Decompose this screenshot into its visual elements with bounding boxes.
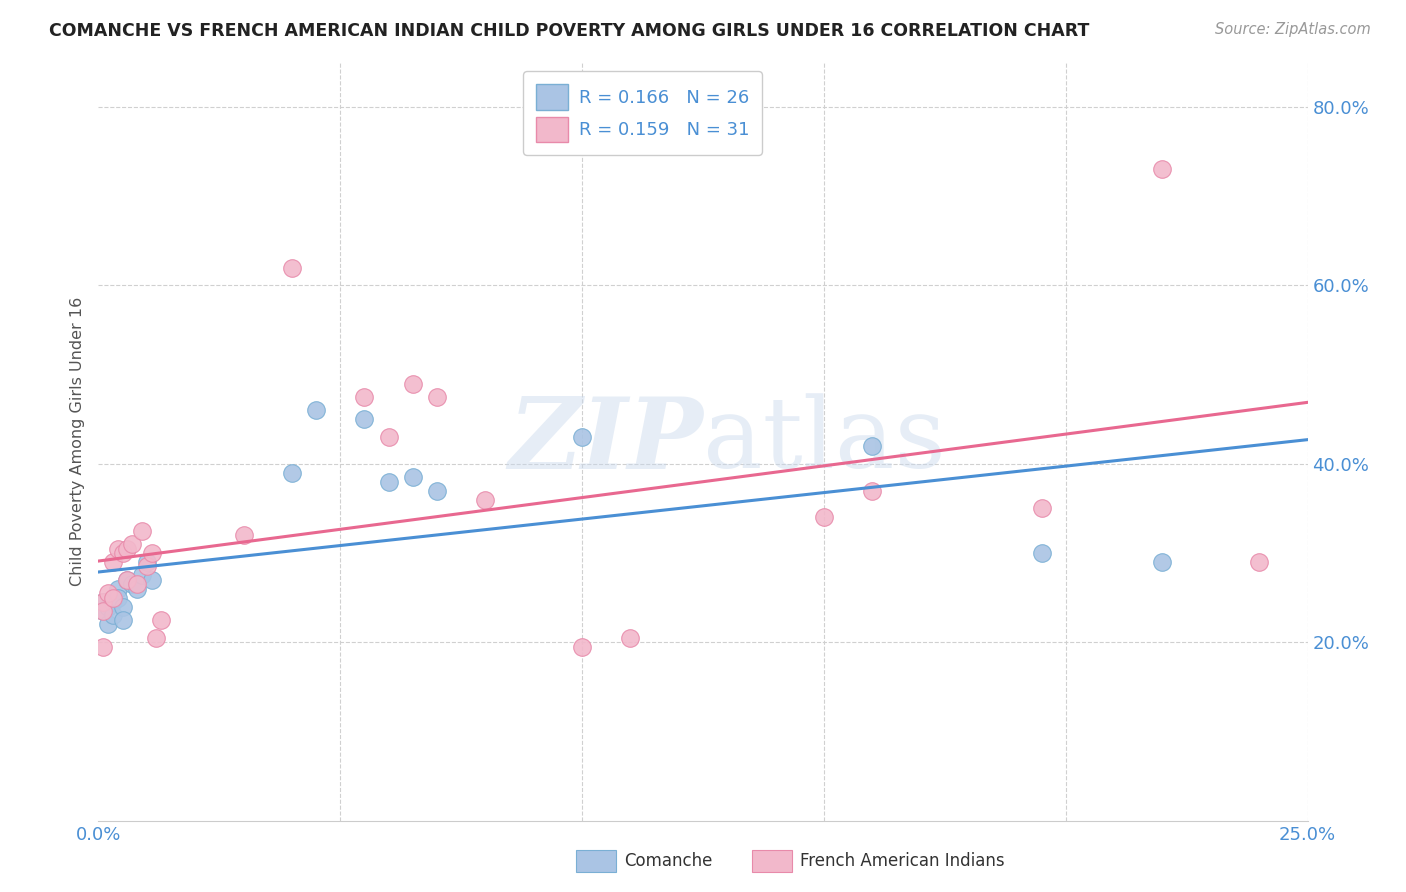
- Point: [377, 430, 399, 444]
- Y-axis label: Child Poverty Among Girls Under 16: Child Poverty Among Girls Under 16: [69, 297, 84, 586]
- Point: [121, 577, 143, 591]
- Point: [117, 573, 139, 587]
- Point: [121, 537, 143, 551]
- Text: atlas: atlas: [703, 393, 946, 490]
- Point: [402, 470, 425, 484]
- Point: [813, 510, 835, 524]
- Point: [1031, 546, 1053, 560]
- Point: [860, 439, 883, 453]
- Point: [101, 595, 124, 609]
- Point: [141, 546, 163, 560]
- Point: [91, 640, 114, 654]
- Point: [474, 492, 496, 507]
- Point: [101, 555, 124, 569]
- Point: [91, 604, 114, 618]
- Point: [232, 528, 254, 542]
- Point: [150, 613, 173, 627]
- Point: [281, 260, 304, 275]
- Point: [111, 599, 134, 614]
- Point: [135, 555, 157, 569]
- Point: [1152, 555, 1174, 569]
- Point: [131, 568, 153, 582]
- Point: [107, 541, 129, 556]
- Point: [402, 376, 425, 391]
- Point: [1152, 162, 1174, 177]
- Point: [107, 582, 129, 596]
- Point: [571, 640, 593, 654]
- Point: [101, 608, 124, 623]
- Point: [141, 573, 163, 587]
- Point: [377, 475, 399, 489]
- Point: [91, 595, 114, 609]
- Point: [426, 390, 449, 404]
- Point: [101, 591, 124, 605]
- Text: Comanche: Comanche: [624, 852, 713, 871]
- Point: [281, 466, 304, 480]
- Point: [127, 582, 149, 596]
- Point: [127, 577, 149, 591]
- Point: [571, 430, 593, 444]
- Text: Source: ZipAtlas.com: Source: ZipAtlas.com: [1215, 22, 1371, 37]
- Point: [97, 586, 120, 600]
- Point: [353, 412, 375, 426]
- Point: [135, 559, 157, 574]
- Point: [353, 390, 375, 404]
- Point: [1249, 555, 1271, 569]
- Point: [91, 595, 114, 609]
- Point: [145, 631, 167, 645]
- Point: [131, 524, 153, 538]
- Point: [107, 591, 129, 605]
- Point: [117, 541, 139, 556]
- Point: [117, 573, 139, 587]
- Text: COMANCHE VS FRENCH AMERICAN INDIAN CHILD POVERTY AMONG GIRLS UNDER 16 CORRELATIO: COMANCHE VS FRENCH AMERICAN INDIAN CHILD…: [49, 22, 1090, 40]
- Point: [305, 403, 328, 417]
- Point: [111, 546, 134, 560]
- Text: French American Indians: French American Indians: [800, 852, 1005, 871]
- Point: [619, 631, 641, 645]
- Point: [426, 483, 449, 498]
- Legend: R = 0.166   N = 26, R = 0.159   N = 31: R = 0.166 N = 26, R = 0.159 N = 31: [523, 71, 762, 155]
- Point: [91, 604, 114, 618]
- Text: ZIP: ZIP: [508, 393, 703, 490]
- Point: [111, 613, 134, 627]
- Point: [97, 617, 120, 632]
- Point: [97, 599, 120, 614]
- Point: [860, 483, 883, 498]
- Point: [1031, 501, 1053, 516]
